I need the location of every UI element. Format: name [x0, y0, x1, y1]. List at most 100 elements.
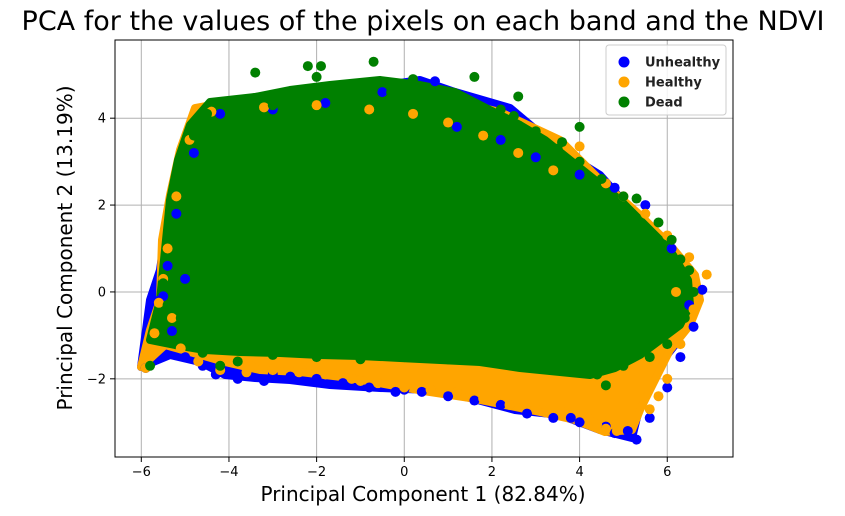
y-tick-label: 0 [98, 285, 106, 300]
scatter-point-healthy [627, 417, 638, 428]
scatter-point-unhealthy [495, 399, 506, 410]
scatter-point-dead [316, 61, 326, 72]
scatter-point-dead [495, 104, 506, 115]
scatter-point-healthy [513, 147, 524, 158]
scatter-point-unhealthy [644, 412, 655, 423]
scatter-point-unhealthy [188, 147, 199, 158]
scatter-point-unhealthy [548, 412, 559, 423]
legend-marker-unhealthy [618, 56, 630, 68]
scatter-points [140, 56, 712, 445]
scatter-point-healthy [548, 165, 559, 176]
scatter-point-dead [565, 365, 576, 376]
scatter-point-unhealthy [640, 200, 651, 211]
scatter-point-dead [215, 360, 226, 371]
scatter-point-unhealthy [443, 391, 454, 402]
scatter-point-healthy [600, 423, 611, 434]
scatter-point-healthy [688, 304, 699, 315]
scatter-point-unhealthy [364, 382, 375, 393]
scatter-point-unhealthy [259, 375, 270, 386]
scatter-point-healthy [592, 419, 603, 430]
y-tick-label: −2 [87, 372, 106, 387]
scatter-point-dead [250, 67, 261, 78]
scatter-point-dead [679, 313, 690, 323]
scatter-point-unhealthy [337, 378, 348, 389]
scatter-point-healthy [504, 399, 515, 410]
scatter-point-dead [368, 56, 379, 67]
scatter-point-unhealthy [180, 352, 191, 363]
scatter-point-healthy [149, 328, 160, 339]
scatter-point-healthy [701, 269, 712, 280]
scatter-point-dead [557, 137, 568, 148]
scatter-point-dead [267, 100, 278, 111]
scatter-point-healthy [574, 141, 585, 152]
scatter-point-healthy [245, 360, 256, 371]
scatter-point-dead [188, 130, 199, 141]
scatter-point-healthy [372, 378, 383, 389]
scatter-point-healthy [662, 373, 673, 384]
scatter-point-dead [355, 354, 366, 365]
x-tick-label: 4 [575, 465, 583, 480]
scatter-point-dead [530, 126, 541, 137]
scatter-point-dead [508, 111, 519, 122]
scatter-point-dead [684, 265, 695, 276]
plot-frame [114, 39, 734, 458]
scatter-point-dead [451, 104, 462, 115]
scatter-point-unhealthy [631, 434, 642, 445]
series-dead-points [145, 56, 699, 391]
scatter-point-dead [197, 347, 208, 358]
scatter-point-unhealthy [609, 182, 620, 193]
scatter-point-dead [355, 82, 366, 93]
x-tick-label: −2 [307, 465, 326, 480]
x-tick-label: 6 [663, 465, 671, 480]
legend: Unhealthy Healthy Dead [605, 44, 727, 116]
legend-label-unhealthy: Unhealthy [645, 56, 721, 71]
scatter-point-healthy [443, 117, 454, 128]
scatter-point-unhealthy [688, 321, 699, 332]
scatter-point-dead [666, 234, 677, 245]
series-healthy-points [140, 100, 712, 436]
scatter-point-dead [202, 108, 213, 119]
scatter-point-unhealthy [171, 208, 182, 219]
scatter-point-unhealthy [215, 108, 226, 119]
scatter-point-dead [574, 156, 585, 167]
legend-marker-dead [618, 96, 630, 108]
scatter-point-healthy [399, 382, 410, 393]
scatter-point-dead [223, 104, 234, 115]
scatter-point-dead [311, 71, 322, 82]
scatter-point-healthy [355, 375, 366, 386]
scatter-point-dead [469, 71, 480, 82]
scatter-point-healthy [640, 208, 651, 219]
scatter-point-healthy [166, 313, 177, 323]
scatter-point-healthy [478, 393, 489, 404]
scatter-point-unhealthy [180, 273, 191, 284]
scatter-point-healthy [478, 130, 489, 141]
scatter-point-unhealthy [522, 408, 532, 419]
scatter-point-healthy [320, 369, 331, 380]
scatter-point-dead [302, 61, 313, 72]
scatter-point-unhealthy [675, 352, 686, 363]
scatter-point-dead [429, 91, 440, 102]
scatter-point-dead [180, 165, 191, 176]
scatter-point-dead [399, 352, 410, 363]
scatter-point-dead [574, 121, 585, 132]
dead-cloud [146, 76, 694, 379]
x-tick-label: −4 [219, 465, 238, 480]
scatter-point-healthy [530, 404, 541, 415]
legend-marker-healthy [618, 76, 630, 88]
scatter-point-dead [145, 360, 156, 371]
scatter-point-unhealthy [320, 97, 331, 108]
legend-label-healthy: Healthy [645, 76, 702, 91]
y-tick-label: 2 [98, 199, 106, 214]
chart-title: PCA for the values of the pixels on each… [22, 6, 825, 37]
legend-label-dead: Dead [645, 96, 683, 111]
scatter-point-healthy [451, 386, 462, 397]
scatter-point-dead [618, 191, 629, 202]
scatter-point-healthy [557, 406, 568, 417]
scatter-point-healthy [267, 365, 278, 376]
y-axis-label: Principal Component 2 (13.19%) [53, 86, 77, 411]
scatter-point-dead [162, 299, 173, 310]
scatter-point-healthy [171, 191, 182, 202]
scatter-point-unhealthy [469, 395, 480, 406]
scatter-point-dead [653, 217, 664, 228]
